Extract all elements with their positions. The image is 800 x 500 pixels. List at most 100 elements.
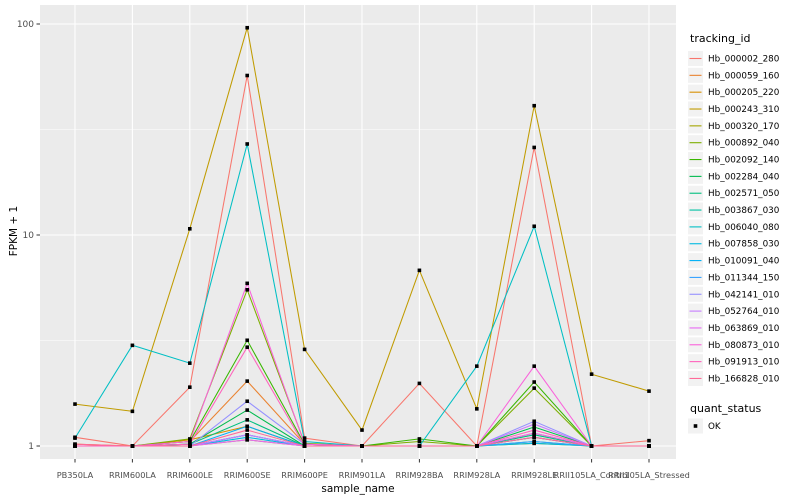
data-point [245, 287, 249, 292]
data-point [532, 103, 536, 108]
legend-item-label: Hb_002284_040 [708, 172, 780, 182]
legend-item-label: Hb_002092_140 [708, 156, 780, 166]
data-point [245, 281, 249, 286]
x-tick-label: RRIM901LA [339, 470, 386, 480]
data-point [73, 436, 77, 440]
data-point [245, 399, 249, 404]
data-point [245, 142, 249, 146]
data-point [188, 385, 192, 389]
data-point [188, 361, 192, 365]
data-point [417, 268, 422, 273]
data-point [475, 364, 479, 368]
data-point [417, 437, 422, 441]
legend-item-label: Hb_007858_030 [708, 240, 780, 250]
data-point [417, 439, 422, 444]
data-point [532, 431, 536, 435]
data-point [417, 444, 422, 448]
data-point [532, 145, 536, 150]
legend-item-label: Hb_000205_220 [708, 88, 780, 98]
data-point [73, 402, 77, 406]
quant-status-point-icon [693, 424, 698, 428]
data-point [532, 224, 536, 229]
y-axis-title: FPKM + 1 [8, 206, 20, 256]
data-point [245, 25, 249, 30]
data-point [532, 386, 536, 390]
data-point [532, 364, 536, 368]
data-point [245, 379, 249, 383]
data-point [302, 436, 307, 440]
x-tick-label: RRIM928LA [453, 470, 500, 480]
x-tick-label: RRII105LA_Stressed [608, 470, 690, 480]
legend-title-tracking-id: tracking_id [690, 32, 751, 45]
data-point [532, 380, 536, 384]
data-point [130, 409, 135, 414]
x-tick-label: RRIM600LE [167, 470, 213, 480]
data-point [245, 338, 249, 343]
legend-item-label: Hb_006040_080 [708, 223, 780, 233]
data-point [245, 408, 249, 412]
data-point [73, 444, 77, 448]
chart-generated-content: 1 10 100 PB350LA RRIM600LA RRIM600LE RRIM600SE… [17, 5, 780, 480]
data-point [647, 444, 651, 448]
data-point [188, 444, 192, 448]
x-tick-label: RRIM600PE [281, 470, 328, 480]
legend-item-label: Hb_003867_030 [708, 206, 780, 216]
legend-item-label: Hb_000059_160 [708, 71, 780, 81]
data-point [302, 439, 307, 444]
data-point [302, 442, 307, 446]
y-tick-label: 10 [23, 231, 35, 241]
data-point [532, 428, 536, 432]
data-point [417, 381, 422, 386]
legend-item-label: Hb_052764_010 [708, 307, 780, 317]
data-point [532, 422, 536, 426]
data-point [245, 438, 249, 442]
data-point [589, 372, 594, 376]
x-tick-label: RRIM600LA [109, 470, 156, 480]
data-point [475, 444, 479, 448]
y-tick-label: 1 [28, 442, 34, 452]
legend-item-label: Hb_011344_150 [708, 273, 780, 283]
data-point [245, 433, 249, 437]
x-tick-label: RRIM600SE [224, 470, 271, 480]
data-point [245, 424, 249, 429]
data-point [245, 73, 249, 78]
data-point [188, 439, 192, 444]
legend-item-label: Hb_091913_010 [708, 358, 780, 368]
x-tick-label: PB350LA [57, 470, 94, 480]
data-point [647, 389, 651, 393]
legend-item-label: Hb_042141_010 [708, 290, 780, 300]
x-axis-title: sample_name [321, 483, 394, 495]
data-point [532, 439, 536, 444]
x-tick-label: RRIM928LE [511, 470, 557, 480]
data-point [245, 428, 249, 432]
data-point [475, 407, 479, 411]
legend-item-label: Hb_000243_310 [708, 105, 780, 115]
data-point [188, 442, 192, 446]
data-point [589, 444, 594, 448]
data-point [130, 444, 135, 448]
data-point [188, 227, 192, 231]
legend-item-label: Hb_166828_010 [708, 374, 780, 384]
data-point [532, 425, 536, 429]
plot-panel [40, 5, 676, 459]
data-point [130, 343, 135, 348]
legend-item-label: Hb_002571_050 [708, 189, 780, 199]
quant-status-label: OK [708, 422, 721, 432]
data-point [245, 418, 249, 422]
data-point [188, 437, 192, 441]
legend-item-label: Hb_000320_170 [708, 122, 780, 132]
data-point [647, 438, 651, 443]
legend-item-label: Hb_080873_010 [708, 341, 780, 351]
data-point [245, 345, 249, 349]
y-tick-label: 100 [17, 20, 34, 30]
data-point [360, 428, 364, 432]
data-point [302, 444, 307, 448]
legend-item-label: Hb_000892_040 [708, 139, 780, 149]
legend-item-label: Hb_010091_040 [708, 257, 780, 267]
legend-item-label: Hb_000002_280 [708, 55, 780, 65]
x-tick-label: RRIM928BA [396, 470, 444, 480]
x-tick-label: RRII105LA_Control [554, 470, 630, 480]
data-point [532, 435, 536, 440]
